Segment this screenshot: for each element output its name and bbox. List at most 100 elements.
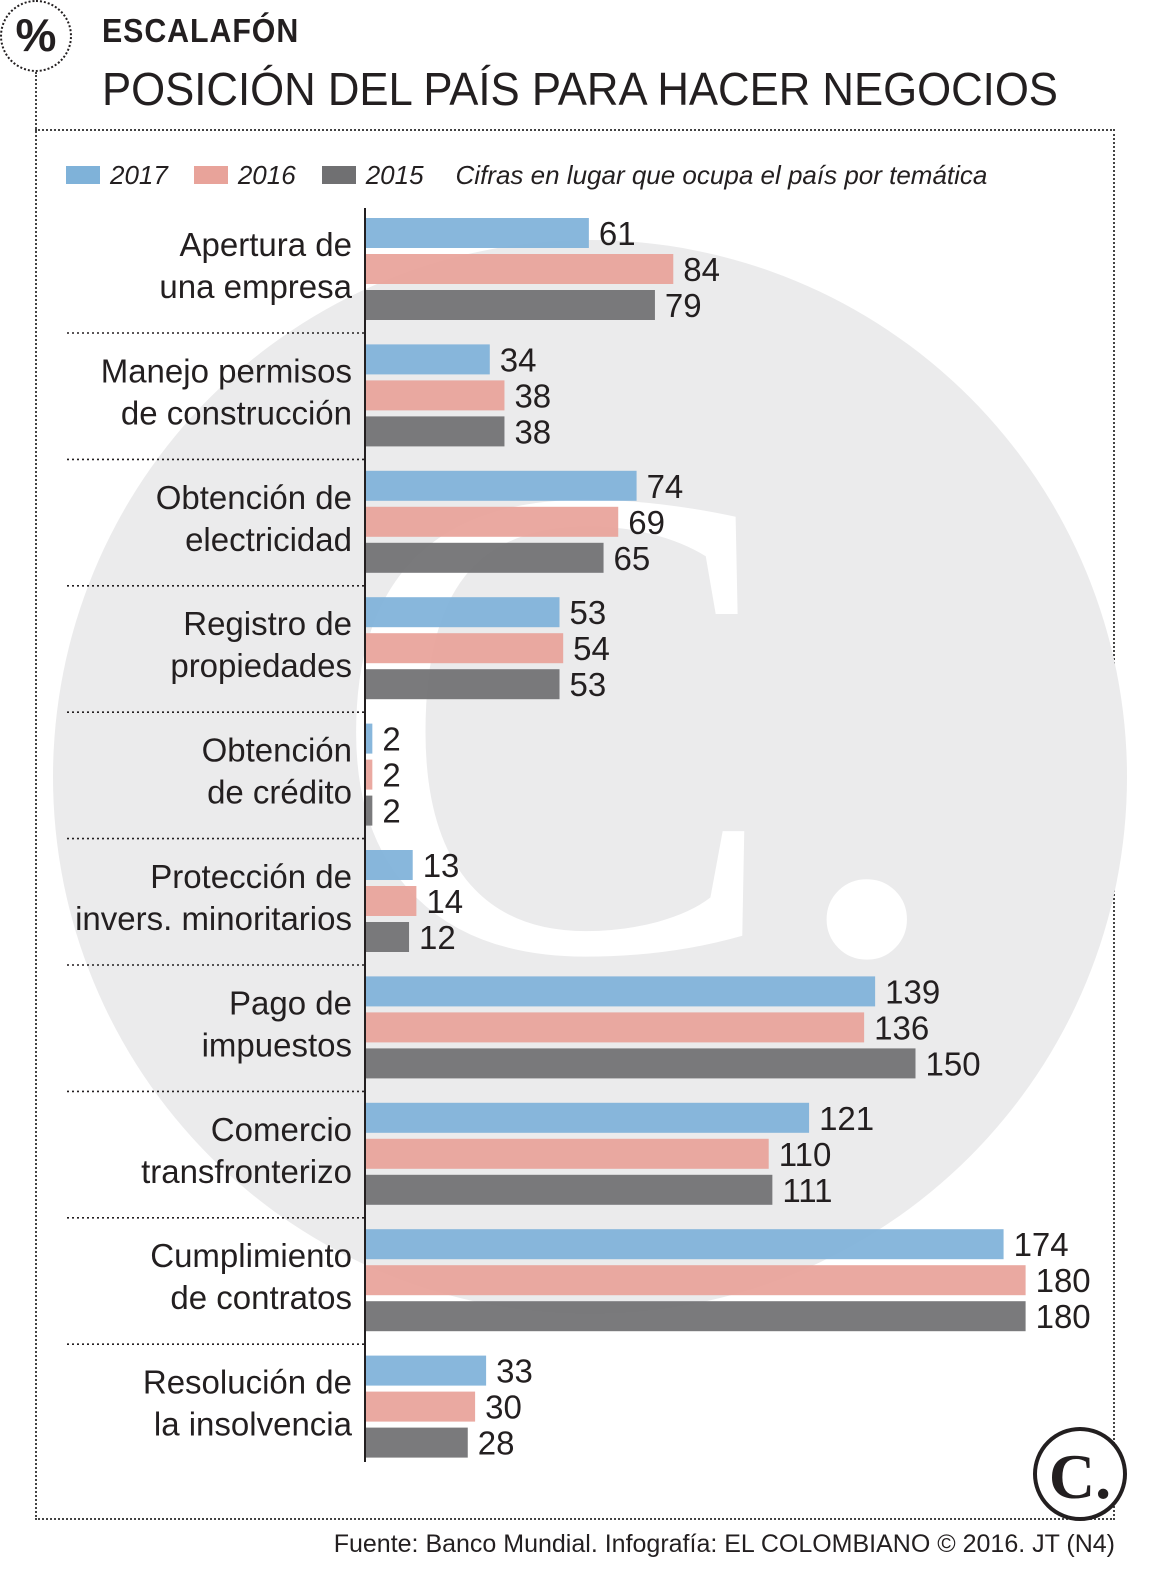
bar-2015-9 bbox=[365, 1301, 1026, 1332]
value-label-2015-9: 180 bbox=[1036, 1298, 1091, 1335]
category-label-9-line-2: de contratos bbox=[170, 1279, 352, 1316]
bar-2016-3 bbox=[365, 506, 619, 537]
value-label-2016-2: 38 bbox=[514, 377, 551, 414]
bar-2015-1 bbox=[365, 290, 655, 320]
bar-2016-7 bbox=[365, 1012, 865, 1043]
category-label-6-line-2: invers. minoritarios bbox=[75, 900, 352, 937]
category-label-1-line-1: Apertura de bbox=[180, 226, 352, 263]
bar-2016-2 bbox=[365, 380, 505, 411]
value-label-2016-7: 136 bbox=[874, 1009, 929, 1046]
kicker: ESCALAFÓN bbox=[102, 12, 300, 49]
category-label-4-line-2: propiedades bbox=[170, 647, 352, 684]
bar-2017-5 bbox=[365, 723, 373, 754]
legend-swatch-2015 bbox=[321, 166, 356, 184]
frame-left-divider bbox=[35, 72, 37, 1520]
category-label-9-line-1: Cumplimiento bbox=[150, 1237, 352, 1274]
bar-2016-10 bbox=[365, 1391, 476, 1422]
value-label-2015-8: 111 bbox=[782, 1172, 832, 1209]
bar-2016-8 bbox=[365, 1138, 769, 1169]
category-label-6-line-1: Protección de bbox=[150, 858, 352, 895]
value-label-2016-3: 69 bbox=[628, 504, 665, 541]
value-label-2016-9: 180 bbox=[1036, 1262, 1091, 1299]
value-label-2017-10: 33 bbox=[496, 1353, 533, 1390]
value-label-2016-1: 84 bbox=[683, 251, 720, 288]
category-label-5-line-2: de crédito bbox=[207, 774, 352, 811]
frame-top-divider bbox=[35, 129, 1115, 131]
legend-item-2017: 2017 bbox=[66, 160, 168, 191]
category-label-10-line-2: la insolvencia bbox=[154, 1406, 353, 1443]
category-label-7-line-1: Pago de bbox=[229, 984, 352, 1021]
value-label-2015-4: 53 bbox=[570, 666, 607, 703]
legend-label-2015: 2015 bbox=[365, 159, 424, 190]
value-label-2016-5: 2 bbox=[382, 757, 400, 794]
value-label-2015-7: 150 bbox=[926, 1045, 981, 1082]
bar-2015-7 bbox=[365, 1048, 916, 1079]
value-label-2017-1: 61 bbox=[599, 215, 636, 252]
frame-bottom-divider bbox=[35, 1518, 1115, 1520]
legend-label-2017: 2017 bbox=[110, 159, 168, 190]
chart-legend: 2017 2016 2015 Cifras en lugar que ocupa… bbox=[66, 158, 987, 192]
bar-2017-2 bbox=[365, 344, 490, 375]
watermark-letter: C. bbox=[328, 345, 952, 1098]
legend-label-2016: 2016 bbox=[237, 159, 296, 190]
source-credit: Fuente: Banco Mundial. Infografía: EL CO… bbox=[333, 1530, 1115, 1558]
bar-2017-7 bbox=[365, 976, 876, 1007]
bar-2016-4 bbox=[365, 633, 564, 664]
bar-2015-4 bbox=[365, 669, 560, 700]
value-label-2017-8: 121 bbox=[819, 1100, 874, 1137]
watermark-logo: C. bbox=[53, 240, 1127, 1314]
category-label-8-line-1: Comercio bbox=[211, 1111, 352, 1148]
bar-2017-8 bbox=[365, 1102, 810, 1133]
bar-2015-5 bbox=[365, 795, 373, 826]
value-label-2017-4: 53 bbox=[570, 594, 607, 631]
category-label-3-line-2: electricidad bbox=[185, 521, 352, 558]
value-label-2016-4: 54 bbox=[573, 630, 610, 667]
el-colombiano-logo-icon: C. bbox=[1033, 1427, 1127, 1521]
value-label-2016-6: 14 bbox=[426, 883, 463, 920]
bar-2017-4 bbox=[365, 597, 560, 628]
value-label-2015-1: 79 bbox=[665, 287, 702, 324]
category-label-7-line-2: impuestos bbox=[202, 1026, 352, 1063]
value-label-2016-10: 30 bbox=[485, 1389, 522, 1426]
bar-2017-1 bbox=[365, 218, 589, 248]
bar-2017-9 bbox=[365, 1229, 1004, 1260]
category-label-1-line-2: una empresa bbox=[159, 268, 352, 305]
legend-item-2015: 2015 bbox=[321, 159, 424, 191]
bar-2015-2 bbox=[365, 416, 505, 447]
category-label-2-line-1: Manejo permisos bbox=[101, 352, 352, 389]
bar-2017-3 bbox=[365, 470, 637, 501]
bar-2016-1 bbox=[365, 254, 674, 284]
category-label-4-line-1: Registro de bbox=[183, 605, 352, 642]
value-label-2017-2: 34 bbox=[500, 341, 537, 378]
bar-2015-10 bbox=[365, 1427, 468, 1458]
bar-2016-6 bbox=[365, 886, 417, 916]
value-label-2015-2: 38 bbox=[514, 413, 551, 450]
value-label-2017-6: 13 bbox=[423, 847, 460, 884]
bar-2015-6 bbox=[365, 922, 410, 952]
bar-2015-8 bbox=[365, 1174, 773, 1205]
value-label-2017-5: 2 bbox=[382, 721, 400, 758]
value-label-2015-10: 28 bbox=[478, 1425, 515, 1462]
category-label-5-line-1: Obtención bbox=[202, 732, 352, 769]
bar-2016-9 bbox=[365, 1265, 1026, 1296]
bar-2017-6 bbox=[365, 850, 413, 880]
legend-swatch-2016 bbox=[193, 166, 228, 184]
category-label-10-line-1: Resolución de bbox=[143, 1364, 352, 1401]
value-label-2017-9: 174 bbox=[1014, 1226, 1069, 1263]
value-label-2017-3: 74 bbox=[647, 468, 684, 505]
percent-badge-icon: % bbox=[0, 0, 72, 72]
bar-2016-5 bbox=[365, 759, 373, 790]
value-label-2015-5: 2 bbox=[382, 793, 400, 830]
